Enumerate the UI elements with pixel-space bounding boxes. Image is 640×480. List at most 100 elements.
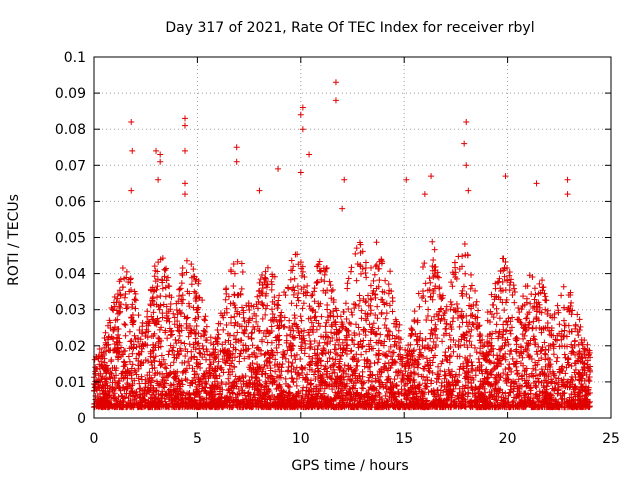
data-point bbox=[346, 386, 353, 393]
data-point bbox=[126, 358, 133, 365]
data-point bbox=[443, 325, 450, 332]
data-point bbox=[290, 327, 297, 334]
data-point bbox=[466, 294, 473, 301]
data-point bbox=[249, 342, 256, 349]
data-point bbox=[439, 358, 446, 365]
data-point bbox=[281, 314, 288, 321]
data-point bbox=[193, 322, 200, 329]
data-point bbox=[197, 333, 204, 340]
data-point bbox=[458, 336, 465, 343]
data-point bbox=[293, 364, 300, 371]
grid-lines bbox=[94, 57, 611, 418]
data-point bbox=[387, 343, 394, 350]
data-point bbox=[232, 304, 239, 311]
data-point bbox=[259, 301, 266, 308]
data-point bbox=[183, 324, 190, 331]
data-point bbox=[411, 308, 418, 315]
data-point bbox=[356, 239, 363, 246]
data-point bbox=[362, 259, 369, 266]
data-point bbox=[114, 316, 121, 323]
data-point bbox=[144, 387, 151, 394]
data-point bbox=[493, 310, 500, 317]
data-point bbox=[173, 340, 180, 347]
data-point bbox=[370, 277, 377, 284]
data-point bbox=[527, 300, 534, 307]
data-point bbox=[469, 362, 476, 369]
data-point bbox=[222, 286, 229, 293]
data-point bbox=[271, 362, 278, 369]
data-point bbox=[110, 327, 117, 334]
data-point bbox=[251, 326, 258, 333]
data-point bbox=[525, 321, 532, 328]
data-point bbox=[429, 238, 436, 245]
data-point bbox=[494, 352, 501, 359]
data-point bbox=[530, 365, 537, 372]
data-point bbox=[542, 306, 549, 313]
data-point bbox=[286, 317, 293, 324]
data-point bbox=[367, 337, 374, 344]
data-point bbox=[272, 368, 279, 375]
data-point bbox=[538, 366, 545, 373]
data-point bbox=[292, 334, 299, 341]
data-point bbox=[166, 348, 173, 355]
data-point bbox=[122, 332, 129, 339]
data-point bbox=[502, 259, 509, 266]
data-point bbox=[225, 375, 232, 382]
data-point bbox=[506, 361, 513, 368]
data-point bbox=[550, 332, 557, 339]
data-point bbox=[318, 313, 325, 320]
data-point bbox=[328, 288, 335, 295]
data-point bbox=[119, 284, 126, 291]
data-point bbox=[439, 338, 446, 345]
data-point bbox=[326, 354, 333, 361]
data-point bbox=[144, 308, 151, 315]
data-point bbox=[334, 351, 341, 358]
data-point bbox=[166, 283, 173, 290]
data-point bbox=[297, 313, 304, 320]
data-point bbox=[396, 321, 403, 328]
data-point bbox=[156, 306, 163, 313]
data-point bbox=[119, 265, 126, 272]
data-point bbox=[282, 375, 289, 382]
data-point bbox=[281, 289, 288, 296]
data-point bbox=[262, 333, 269, 340]
data-point bbox=[470, 321, 477, 328]
data-point bbox=[436, 284, 443, 291]
data-point bbox=[417, 396, 424, 403]
data-point bbox=[385, 281, 392, 288]
data-point bbox=[267, 317, 274, 324]
data-point bbox=[321, 278, 328, 285]
data-point bbox=[172, 336, 179, 343]
data-point bbox=[490, 301, 497, 308]
data-point bbox=[372, 263, 379, 270]
data-point bbox=[179, 369, 186, 376]
data-point bbox=[500, 370, 507, 377]
data-point bbox=[511, 285, 518, 292]
data-point bbox=[128, 365, 135, 372]
data-point bbox=[375, 325, 382, 332]
data-point bbox=[184, 314, 191, 321]
data-point bbox=[515, 385, 522, 392]
data-point bbox=[511, 299, 518, 306]
data-point bbox=[187, 323, 194, 330]
data-point bbox=[342, 300, 349, 307]
data-point bbox=[493, 372, 500, 379]
data-point bbox=[340, 308, 347, 315]
data-point bbox=[530, 318, 537, 325]
data-point bbox=[192, 290, 199, 297]
data-points bbox=[91, 79, 594, 411]
data-point bbox=[253, 345, 260, 352]
data-point bbox=[306, 303, 313, 310]
data-point bbox=[417, 330, 424, 337]
data-point bbox=[246, 377, 253, 384]
data-point bbox=[317, 268, 324, 275]
data-point bbox=[467, 285, 474, 292]
data-point bbox=[234, 329, 241, 336]
data-point bbox=[472, 287, 479, 294]
data-point bbox=[349, 337, 356, 344]
data-point bbox=[493, 321, 500, 328]
data-point bbox=[288, 257, 295, 264]
data-point bbox=[135, 375, 142, 382]
data-point bbox=[440, 332, 447, 339]
